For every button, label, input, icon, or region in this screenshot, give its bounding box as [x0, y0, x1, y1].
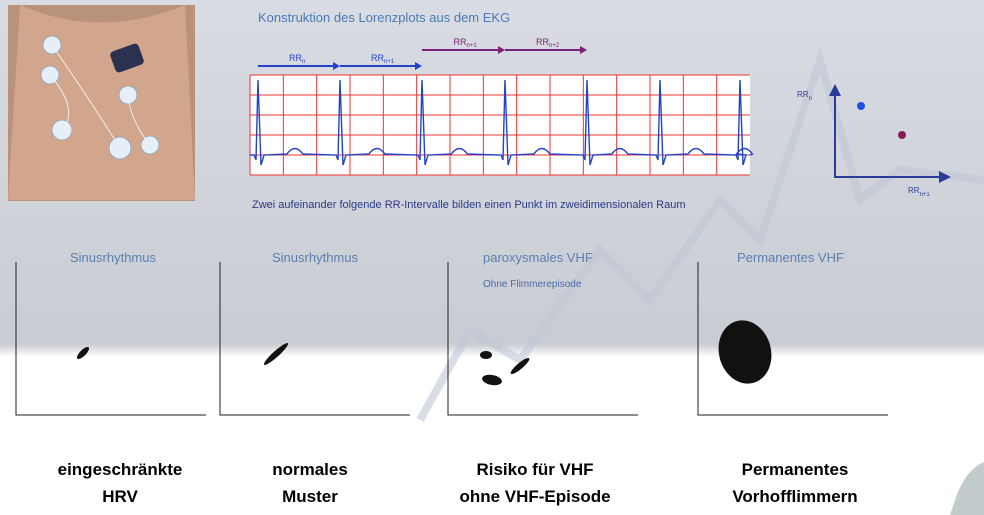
ekg-grid	[249, 74, 750, 176]
ekg-box	[250, 75, 750, 175]
arrow-head	[415, 62, 422, 70]
caption-line: Muster	[282, 487, 338, 506]
ekg-trace	[250, 79, 754, 166]
panel-subtitle: Ohne Flimmerepisode	[483, 279, 582, 290]
base: RR	[536, 37, 549, 47]
base: RR	[908, 186, 920, 195]
base: RR	[289, 53, 302, 63]
caption-line: Permanentes	[742, 460, 849, 479]
point-cloud	[76, 346, 90, 360]
caption-band	[0, 430, 984, 515]
sub: n+2	[549, 43, 560, 49]
interval-label: RRn	[289, 53, 305, 65]
plot-axes	[697, 262, 888, 416]
sub: n	[302, 59, 305, 65]
base: RR	[797, 90, 809, 99]
point-cloud	[482, 374, 502, 386]
panel-title: Permanentes VHF	[737, 250, 844, 265]
panel-title: Sinusrhythmus	[70, 250, 156, 265]
arrow-head	[580, 46, 587, 54]
title: Konstruktion des Lorenzplots aus dem EKG	[258, 10, 510, 25]
point-cloud	[718, 320, 772, 384]
panel-title: paroxysmales VHF	[483, 250, 593, 265]
axis-label: RRn+1	[908, 186, 930, 198]
panel-title: Sinusrhythmus	[272, 250, 358, 265]
sub: n+1	[384, 59, 395, 65]
interval-label: RRn+1	[371, 53, 395, 65]
axis-label: RRn	[797, 90, 812, 102]
lorenz-schema: RRn RRn+1	[797, 84, 951, 198]
sub: n	[809, 96, 812, 102]
corner-logo	[950, 462, 984, 515]
sub: n+1	[920, 192, 931, 198]
caption-line: eingeschränkte	[58, 460, 183, 479]
caption-line: HRV	[102, 487, 138, 506]
point-cloud	[480, 351, 492, 359]
point-cloud	[510, 357, 530, 375]
caption: Zwei aufeinander folgende RR-Intervalle …	[252, 199, 686, 211]
plot-axes	[219, 262, 410, 416]
base: RR	[371, 53, 384, 63]
photo	[8, 5, 195, 201]
panels: Sinusrhythmus eingeschränkte HRV Sinusrhyth…	[15, 250, 888, 506]
bg-ekg	[416, 46, 984, 422]
caption-line: normales	[272, 460, 348, 479]
sub: n+1	[467, 43, 478, 49]
arrow-head	[333, 62, 340, 70]
interval-label: RRn+1	[454, 37, 478, 49]
arrow-head	[498, 46, 505, 54]
point-cloud	[263, 343, 289, 365]
caption-line: Risiko für VHF	[476, 460, 593, 479]
plot-axes	[447, 262, 638, 416]
plot-axes	[15, 262, 206, 416]
base: RR	[454, 37, 467, 47]
caption-line: ohne VHF-Episode	[459, 487, 610, 506]
interval-label: RRn+2	[536, 37, 560, 49]
caption-line: Vorhofflimmern	[732, 487, 857, 506]
